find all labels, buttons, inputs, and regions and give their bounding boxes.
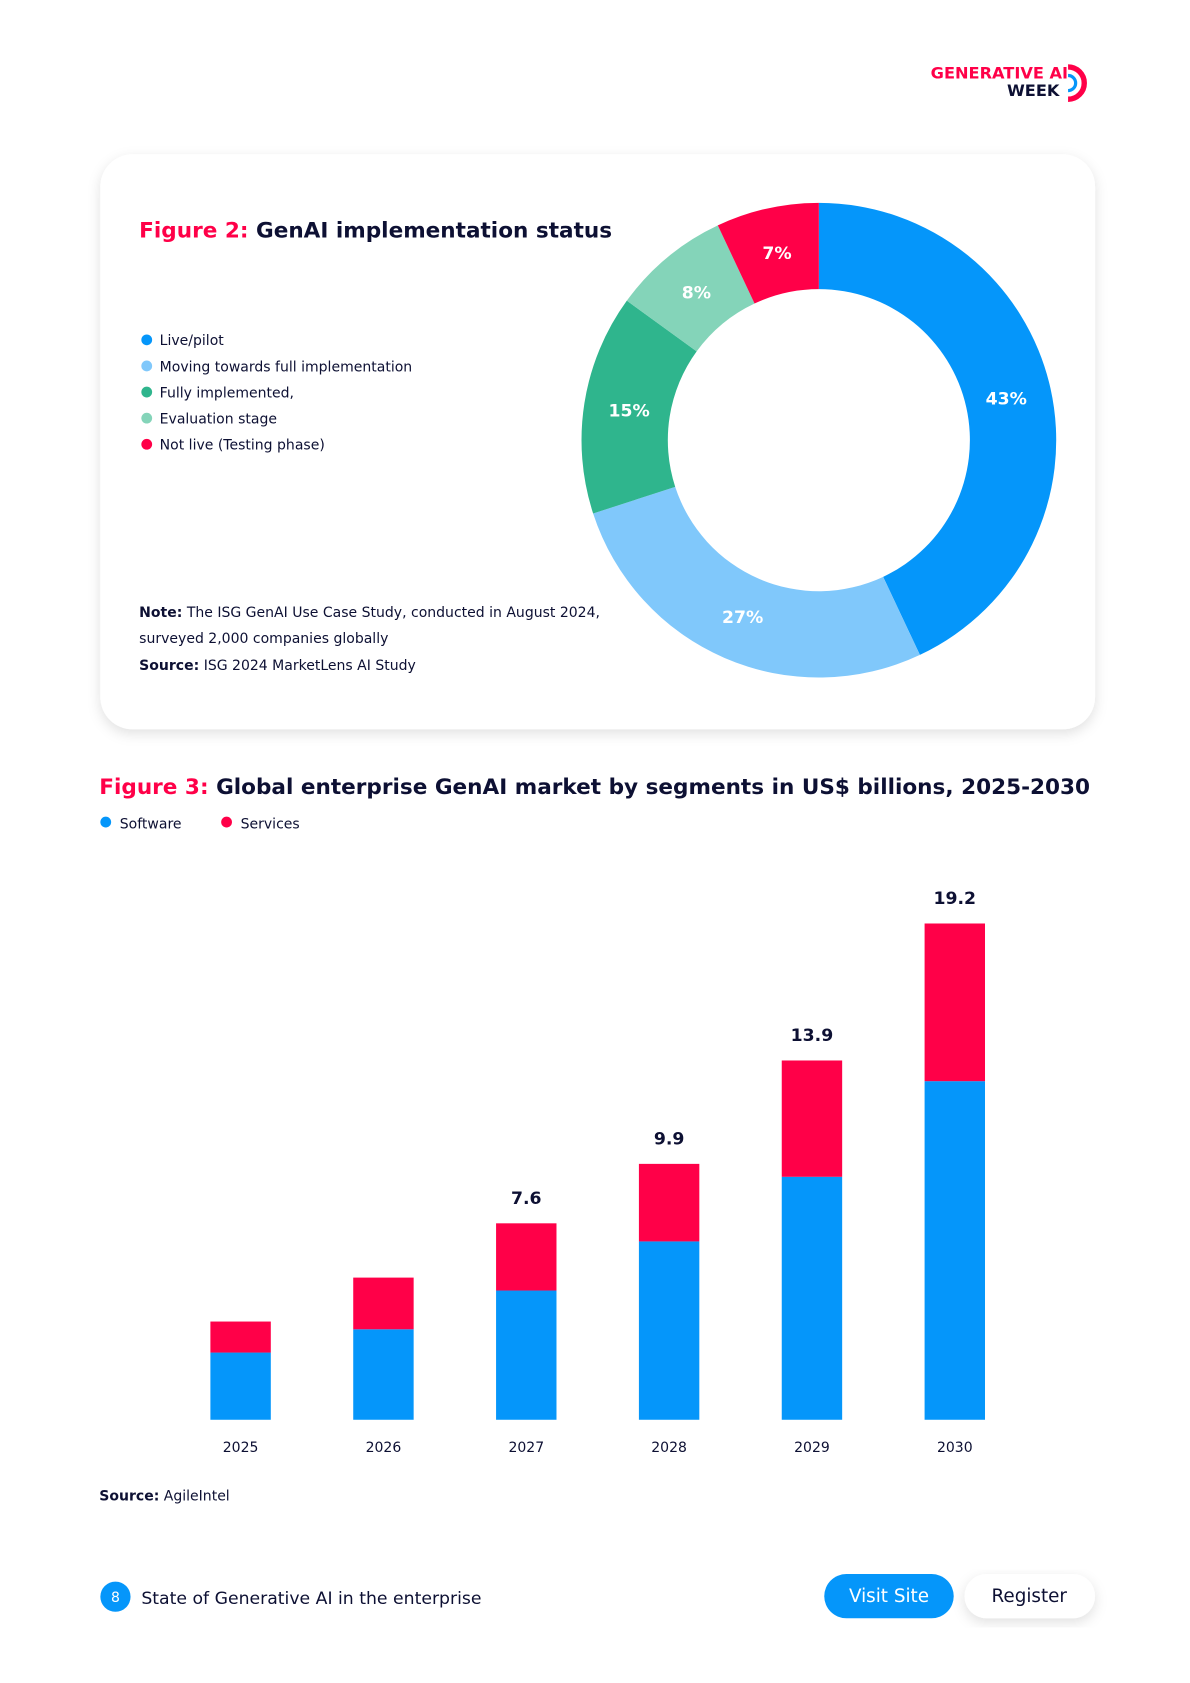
bar-segment	[210, 1321, 271, 1353]
slice-label: 7%	[762, 244, 791, 264]
total-label: 7.6	[511, 1189, 542, 1209]
donut-slice	[626, 225, 755, 352]
source: Source: AgileIntel	[99, 1489, 229, 1505]
legend-label: Moving towards full implementation	[160, 359, 413, 375]
total-label: 9.9	[654, 1129, 685, 1149]
register-button[interactable]: Register	[964, 1574, 1096, 1619]
x-tick-label: 2027	[508, 1440, 544, 1456]
button-label[interactable]: Visit Site	[849, 1586, 929, 1607]
bar-segment	[924, 923, 986, 1082]
note-line: surveyed 2,000 companies globally	[139, 631, 388, 647]
legend-dot	[141, 438, 153, 450]
source-label: Source:	[139, 658, 199, 674]
figure-title: Figure 3: Global enterprise GenAI market…	[99, 775, 1090, 800]
figure-label: Figure 2:	[139, 218, 248, 243]
bar-segment	[781, 1060, 843, 1177]
title: GenAI implementation status	[256, 218, 612, 243]
page-badge	[100, 1581, 131, 1612]
logo-swirl	[1067, 64, 1087, 102]
x-tick-label: 2026	[366, 1440, 402, 1456]
visit-button[interactable]: Visit Site	[824, 1574, 954, 1619]
donut-slice	[818, 202, 1057, 655]
footer-text: State of Generative AI in the enterprise	[141, 1589, 481, 1609]
title: Global enterprise GenAI market by segmen…	[216, 775, 1090, 800]
slice-label: 8%	[682, 284, 711, 304]
note-label: Note:	[139, 605, 182, 621]
figure-title: Figure 2: GenAI implementation status	[139, 218, 612, 243]
legend-dot	[100, 816, 112, 828]
source-label: Source:	[99, 1489, 159, 1505]
x-tick-label: 2029	[794, 1440, 830, 1456]
legend-dot	[141, 386, 153, 398]
legend-label: Evaluation stage	[160, 412, 277, 428]
page-number: 8	[111, 1590, 120, 1606]
slice-label: 43%	[986, 390, 1027, 410]
legend-label: Software	[120, 817, 182, 833]
legend-label: Not live (Testing phase)	[160, 438, 325, 454]
source-text: AgileIntel	[164, 1489, 230, 1505]
legend-dot	[141, 412, 153, 424]
legend-dot	[141, 360, 153, 372]
bar-segment	[496, 1223, 557, 1291]
x-tick-label: 2025	[223, 1440, 259, 1456]
button-bg[interactable]	[964, 1574, 1096, 1619]
button-bg[interactable]	[824, 1574, 954, 1619]
bar-segment	[353, 1329, 414, 1420]
bar-segment	[924, 1081, 986, 1420]
x-tick-label: 2030	[937, 1440, 973, 1456]
legend-dot	[221, 816, 232, 828]
donut-slice	[581, 300, 697, 514]
bar-segment	[353, 1277, 414, 1330]
donut-slice	[717, 202, 819, 304]
figure-label: Figure 3:	[99, 775, 208, 800]
note: Note: The ISG GenAI Use Case Study, cond…	[139, 605, 600, 621]
total-label: 13.9	[791, 1026, 834, 1046]
logo: GENERATIVE AI WEEK	[931, 64, 1087, 102]
bar-segment	[210, 1352, 271, 1420]
bar-segment	[638, 1163, 700, 1242]
bar-segment	[781, 1176, 843, 1420]
button-label[interactable]: Register	[992, 1586, 1068, 1607]
logo-line2: WEEK	[1007, 81, 1061, 100]
total-label: 19.2	[934, 889, 977, 909]
logo-swirl	[1067, 73, 1078, 93]
note-line: The ISG GenAI Use Case Study, conducted …	[186, 605, 600, 621]
donut-slice	[593, 486, 920, 678]
bar-segment	[496, 1290, 557, 1420]
legend-label: Fully implemented,	[160, 385, 294, 401]
legend-dot	[141, 334, 153, 346]
slice-label: 15%	[609, 402, 650, 422]
source-text: ISG 2024 MarketLens AI Study	[204, 658, 416, 674]
source: Source: ISG 2024 MarketLens AI Study	[139, 658, 416, 674]
slice-label: 27%	[722, 608, 763, 628]
bar-segment	[638, 1241, 700, 1420]
legend-label: Services	[241, 817, 300, 833]
legend-label: Live/pilot	[160, 333, 225, 349]
x-tick-label: 2028	[651, 1440, 687, 1456]
logo-line1: GENERATIVE AI	[931, 64, 1068, 83]
